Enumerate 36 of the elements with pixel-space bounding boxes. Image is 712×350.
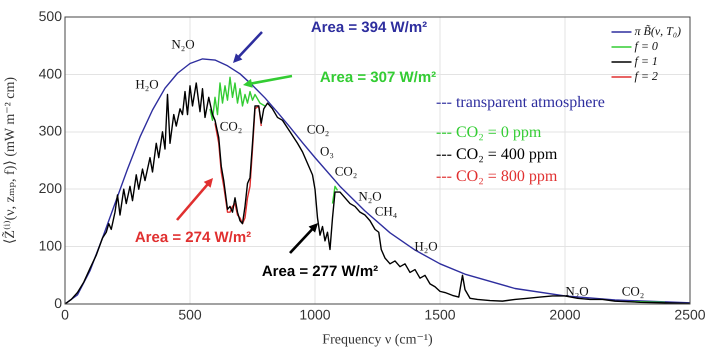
annotation: --- CO₂ = 400 ppm xyxy=(436,146,558,164)
y-tick-label: 100 xyxy=(38,237,62,254)
annotation: CO₂ xyxy=(622,283,644,298)
annotation: Area = 274 W/m² xyxy=(134,229,252,246)
y-tick-label: 200 xyxy=(38,180,62,196)
x-tick-label: 2500 xyxy=(674,306,706,322)
annotation: O₃ xyxy=(320,143,334,158)
x-tick-label: 2000 xyxy=(549,306,581,322)
annotation: N₂O xyxy=(565,283,589,298)
legend-label: π B̃(ν, T₀) xyxy=(634,24,682,38)
annotation: N₂O xyxy=(171,36,195,52)
x-axis-title: Frequency ν (cm⁻¹) xyxy=(322,332,434,348)
legend-label: f = 2 xyxy=(634,69,658,84)
y-tick-label: 0 xyxy=(54,294,62,311)
legend-label: f = 0 xyxy=(634,39,658,54)
annotation: --- transparent atmosphere xyxy=(436,94,605,112)
annotation: --- CO₂ = 800 ppm xyxy=(436,168,558,186)
x-tick-label: 500 xyxy=(178,306,202,322)
annotation: CO₂ xyxy=(306,121,330,136)
y-tick-label: 300 xyxy=(38,122,62,139)
y-axis-title: ⟨Z̃⁽ⁱ⁾(ν, zₘₚ, f)⟩ (mW m⁻² cm) xyxy=(1,76,18,244)
annotation: CO₂ xyxy=(220,118,242,134)
y-tick-label: 400 xyxy=(38,65,62,82)
x-tick-label: 1500 xyxy=(424,306,456,322)
annotation: --- CO₂ = 0 ppm xyxy=(436,124,542,142)
x-tick-label: 1000 xyxy=(299,306,331,322)
annotation: H₂O xyxy=(414,238,438,254)
y-tick-label: 500 xyxy=(38,8,62,24)
annotation: CO₂ xyxy=(334,163,358,178)
annotation: H₂O xyxy=(135,76,159,92)
annotation: Area = 277 W/m² xyxy=(262,263,378,280)
annotation: Area = 394 W/m² xyxy=(310,19,428,36)
annotation: N₂O xyxy=(358,188,382,204)
legend-label: f = 1 xyxy=(634,54,658,68)
annotation: Area = 307 W/m² xyxy=(320,69,436,86)
annotation: CH₄ xyxy=(374,203,398,218)
